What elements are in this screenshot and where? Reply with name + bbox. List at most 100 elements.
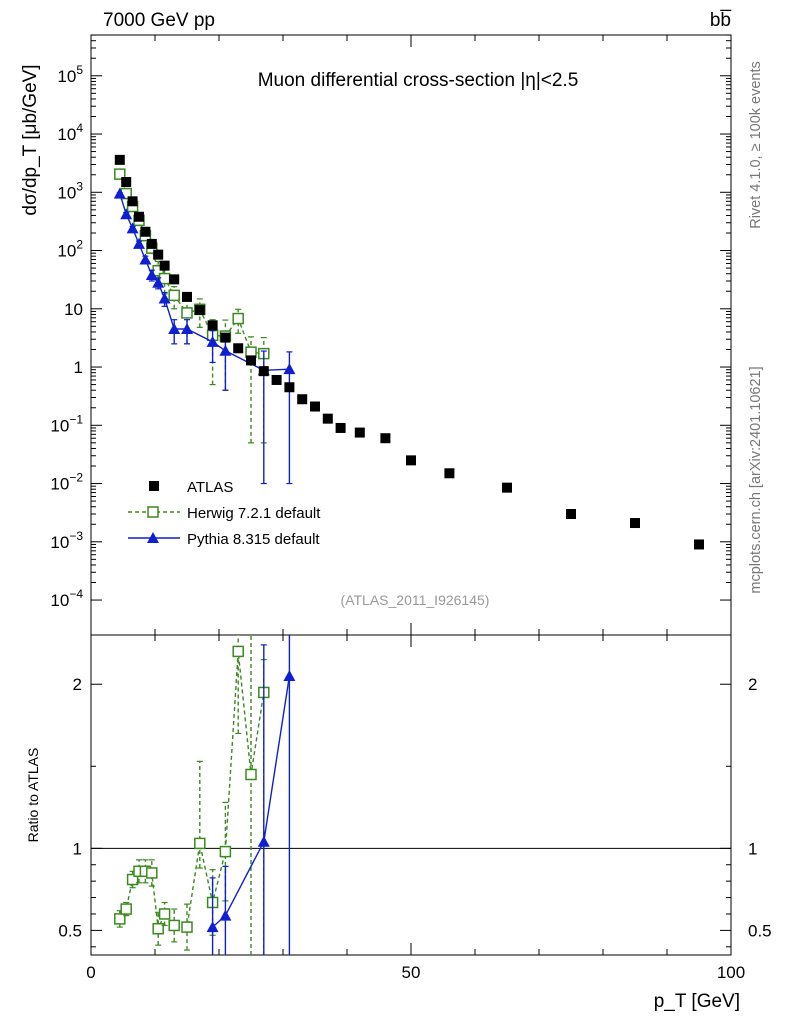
pythia-data-point (139, 253, 152, 265)
atlas-data-point (310, 401, 320, 412)
herwig-ratio-point (152, 922, 164, 935)
legend: ATLAS Herwig 7.2.1 default Pythia 8.315 … (128, 479, 321, 548)
x-axis-label: p_T [GeV] (654, 991, 740, 1012)
atlas-data-point (159, 260, 170, 271)
pythia-ratio-point (206, 921, 219, 933)
atlas-data-point (220, 332, 231, 343)
atlas-data-point (694, 539, 704, 550)
pythia-ratio-point (257, 835, 270, 847)
herwig-ratio-point (158, 908, 171, 920)
atlas-data-point (258, 366, 269, 377)
atlas-data-point (297, 394, 308, 405)
ratio-y-tick-label-right: 2 (748, 675, 757, 694)
main-y-tick-label: 103 (57, 179, 83, 202)
atlas-data-point (380, 433, 391, 444)
main-y-tick-label: 102 (57, 238, 83, 261)
herwig-data-point (181, 307, 193, 319)
herwig-ratio-point (232, 645, 244, 658)
herwig-ratio-point (146, 867, 158, 879)
pythia-data-point (181, 322, 193, 334)
atlas-data-point (354, 427, 365, 438)
pythia-data-point (145, 269, 158, 281)
atlas-data-point (153, 249, 164, 260)
atlas-data-point (246, 355, 256, 366)
ratio-y-tick-label-right: 0.5 (748, 921, 772, 940)
herwig-data-point (232, 312, 244, 325)
atlas-data-point (134, 211, 144, 222)
herwig-ratio-point (181, 921, 193, 933)
pythia-ratio-line (212, 675, 291, 928)
legend-marker-pythia (147, 532, 159, 543)
atlas-data-point (194, 305, 205, 316)
atlas-data-point (140, 226, 151, 237)
pythia-data-point (133, 237, 145, 249)
atlas-data-point (502, 482, 512, 493)
herwig-ratio-point (114, 913, 126, 925)
herwig-ratio-point (245, 768, 257, 781)
atlas-data-point (630, 518, 640, 529)
atlas-data-point (566, 509, 576, 520)
ratio-y-tick-label: 2 (73, 675, 82, 694)
atlas-data-point (114, 154, 125, 165)
pythia-data-point (152, 276, 165, 288)
atlas-data-point (121, 177, 132, 188)
atlas-data-point (146, 238, 157, 249)
ratio-axis-ticks: 0 50 100 0.5 0.5 1 1 2 2 (58, 635, 772, 982)
atlas-data-point (127, 196, 138, 207)
pythia-data-point (113, 187, 126, 199)
atlas-data-point (406, 455, 416, 466)
ratio-x-tick-label: 0 (86, 963, 95, 982)
main-y-tick-label: 10−3 (50, 529, 83, 552)
main-axis-ticks: 10−4 10−3 10−2 10−1 1 10 102 103 104 105 (50, 34, 732, 635)
pythia-data-point (283, 363, 296, 375)
main-y-tick-label: 10−4 (50, 587, 83, 610)
ratio-x-tick-label: 100 (717, 963, 745, 982)
atlas-data-point (335, 422, 346, 433)
atlas-data-point (207, 320, 218, 331)
atlas-data-point (284, 382, 295, 393)
herwig-ratio-point (219, 845, 232, 858)
analysis-id-label: (ATLAS_2011_I926145) (341, 592, 490, 608)
header-left-title: 7000 GeV pp (103, 10, 215, 31)
pythia-data-point (158, 292, 171, 304)
legend-label-atlas: ATLAS (187, 479, 233, 496)
pythia-ratio-point (219, 909, 232, 921)
main-y-tick-label: 105 (57, 63, 83, 86)
main-y-tick-label: 104 (57, 121, 83, 144)
herwig-ratio-point (168, 919, 180, 932)
atlas-data-point (233, 343, 244, 354)
header-right-title: bb̅ (710, 10, 732, 31)
pythia-ratio-point (283, 670, 296, 682)
rivet-version-label: Rivet 4.1.0, ≥ 100k events (748, 61, 764, 229)
legend-label-pythia: Pythia 8.315 default (187, 531, 320, 548)
atlas-data-point (322, 413, 333, 424)
pythia-data-point (126, 222, 139, 234)
ratio-y-tick-label: 0.5 (58, 921, 82, 940)
legend-marker-herwig (147, 506, 159, 518)
ratio-data-marks (114, 635, 296, 955)
herwig-ratio-point (194, 837, 206, 850)
ratio-x-tick-label: 50 (402, 963, 421, 982)
ratio-y-axis-label: Ratio to ATLAS (25, 748, 41, 843)
herwig-data-point (114, 168, 126, 180)
main-y-tick-label: 1 (74, 358, 83, 377)
pythia-data-point (120, 208, 133, 220)
ratio-y-tick-label-right: 1 (748, 839, 757, 858)
herwig-data-point (168, 289, 180, 302)
ratio-y-tick-label: 1 (73, 839, 82, 858)
atlas-data-point (271, 374, 282, 385)
main-data-marks (113, 154, 704, 550)
atlas-data-point (169, 274, 180, 285)
main-y-tick-label: 10−1 (50, 412, 83, 435)
source-label: mcplots.cern.ch [arXiv:2401.10621] (748, 366, 764, 593)
legend-label-herwig: Herwig 7.2.1 default (187, 505, 321, 522)
atlas-data-point (182, 291, 192, 302)
atlas-data-point (444, 468, 455, 479)
herwig-ratio-point (120, 903, 132, 915)
pythia-data-point (206, 335, 219, 347)
pythia-data-point (168, 322, 181, 334)
herwig-ratio-line (119, 651, 265, 932)
herwig-ratio-point (126, 873, 139, 886)
main-y-tick-label: 10−2 (50, 471, 83, 494)
